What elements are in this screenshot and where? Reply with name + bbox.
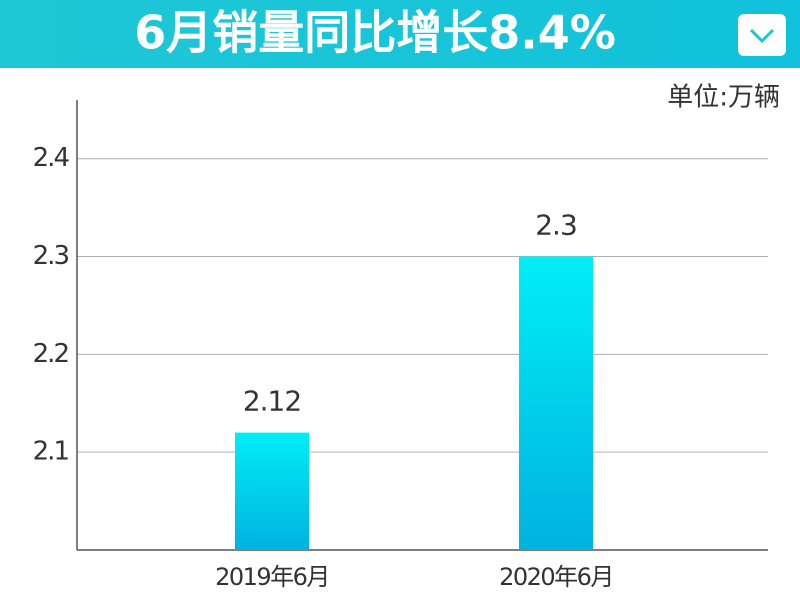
bar (235, 432, 309, 550)
chart-title: 6月销量同比增长8.4% (134, 6, 616, 60)
dropdown-chevron[interactable] (749, 28, 775, 44)
unit-label: 单位:万辆 (667, 83, 780, 113)
y-tick-label: 2.1 (33, 437, 69, 467)
y-tick-label: 2.3 (33, 241, 69, 271)
title-banner (0, 0, 800, 68)
dropdown-button[interactable] (738, 14, 786, 56)
value-label: 2.3 (535, 209, 577, 242)
dropdown-box[interactable] (738, 14, 786, 56)
y-tick-label: 2.4 (33, 143, 70, 173)
y-tick-label: 2.2 (33, 339, 68, 369)
x-tick-label: 2019年6月 (215, 563, 329, 591)
value-label: 2.12 (243, 385, 301, 418)
bar (519, 256, 593, 550)
x-tick-label: 2020年6月 (499, 563, 613, 591)
